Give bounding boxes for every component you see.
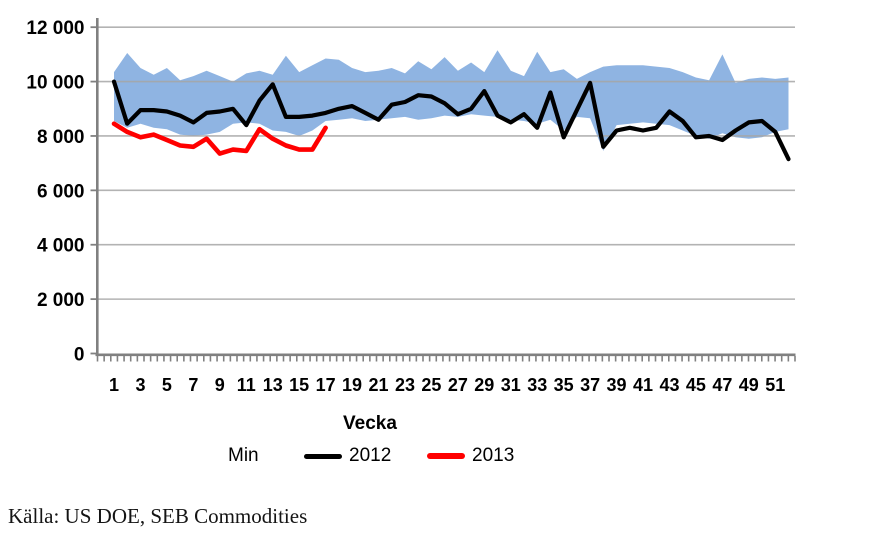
x-axis-label: 11 <box>237 375 256 395</box>
x-axis-label: 47 <box>712 375 732 395</box>
legend-label-2013: 2013 <box>472 445 515 466</box>
x-axis-label: 41 <box>633 375 653 395</box>
legend-item-min: Min <box>228 444 259 468</box>
legend-label-min: Min <box>228 445 259 466</box>
x-axis-label: 25 <box>421 375 441 395</box>
x-axis-label: 15 <box>289 375 309 395</box>
x-axis-label: 33 <box>527 375 547 395</box>
x-axis-label: 31 <box>501 375 521 395</box>
x-axis-label: 45 <box>686 375 706 395</box>
legend-swatch-2013 <box>427 453 465 459</box>
legend-item-2012: 2012 <box>304 444 391 468</box>
x-axis-label: 17 <box>316 375 336 395</box>
x-axis-label: 9 <box>215 375 225 395</box>
x-axis-label: 51 <box>765 375 785 395</box>
line-2013 <box>111 121 328 156</box>
x-axis-label: 13 <box>263 375 283 395</box>
y-axis-label: 10 000 <box>26 73 84 94</box>
x-axis-label: 23 <box>395 375 415 395</box>
x-axis-label: 35 <box>554 375 574 395</box>
x-axis-label: 43 <box>659 375 679 395</box>
y-axis-label: 12 000 <box>26 18 84 39</box>
y-axis-label: 6 000 <box>37 181 85 202</box>
x-axis-label: 5 <box>162 375 172 395</box>
x-axis-label: 21 <box>368 375 388 395</box>
x-axis-label: 1 <box>109 375 119 395</box>
x-axis-label: 37 <box>580 375 600 395</box>
x-axis-label: 3 <box>135 375 145 395</box>
y-axis-label: 8 000 <box>37 127 85 148</box>
legend-label-2012: 2012 <box>349 445 392 466</box>
x-axis-label: 29 <box>474 375 494 395</box>
y-axis-label: 2 000 <box>37 290 85 311</box>
x-axis-label: 27 <box>448 375 468 395</box>
x-axis-label: 19 <box>342 375 362 395</box>
minmax-band <box>114 50 789 151</box>
x-axis-label: 7 <box>188 375 198 395</box>
x-axis-label: 49 <box>739 375 759 395</box>
x-axis-title: Vecka <box>343 413 397 434</box>
legend-swatch-2012 <box>304 453 342 459</box>
legend-item-2013: 2013 <box>427 444 514 468</box>
y-axis-label: 4 000 <box>37 236 85 257</box>
y-axis-label: 0 <box>74 345 85 366</box>
source-note: Källa: US DOE, SEB Commodities <box>8 504 308 528</box>
x-axis-label: 39 <box>607 375 627 395</box>
line-2012 <box>111 79 791 162</box>
